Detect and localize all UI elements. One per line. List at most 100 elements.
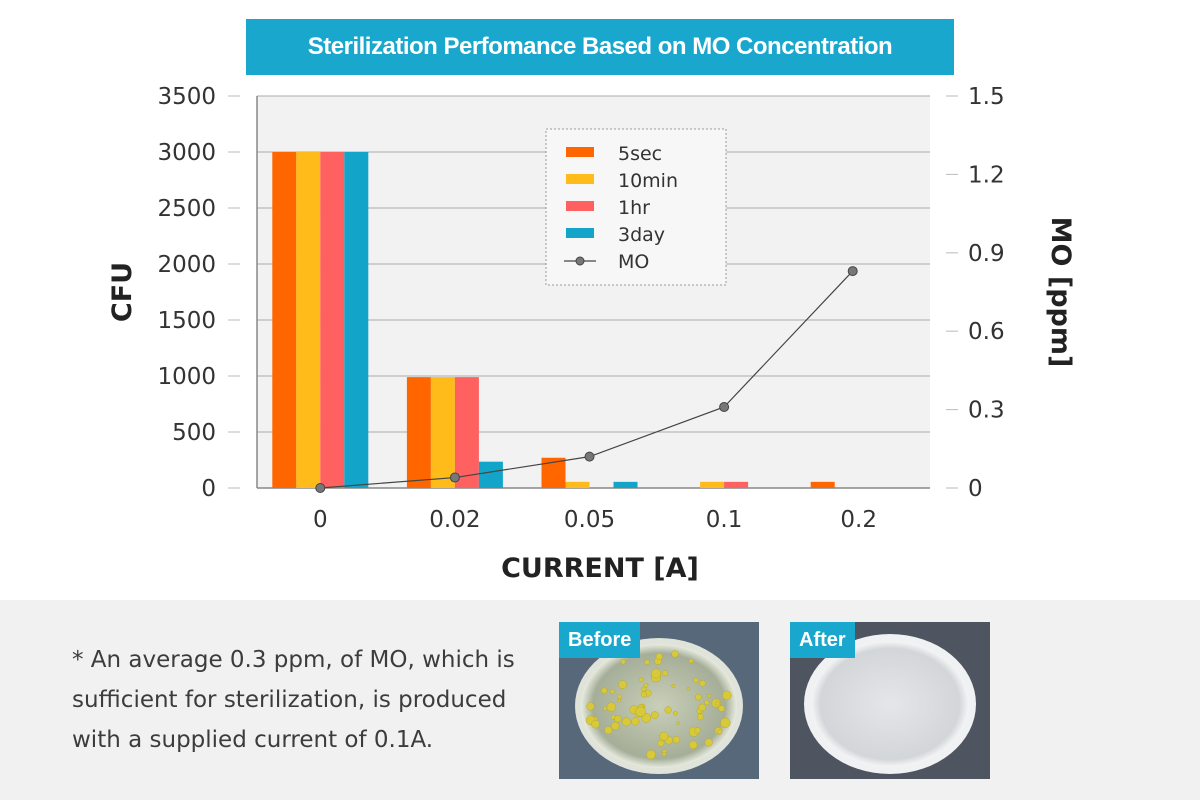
colony-dot [686, 686, 691, 691]
colony-dot [618, 680, 627, 690]
y-tick-label: 2000 [157, 252, 216, 278]
colony-dot [643, 682, 649, 688]
colony-dot [586, 702, 595, 711]
colony-dot [694, 727, 701, 734]
y2-axis-title: MO [ppm] [1045, 217, 1076, 368]
bar-10min [296, 152, 321, 488]
colony-dot [672, 710, 678, 716]
after-petri-dish-photo: After [790, 622, 990, 779]
y2-tick-label: 0.9 [968, 241, 1005, 267]
legend-swatch-1hr [566, 201, 594, 211]
colony-dot [707, 694, 711, 698]
x-axis-title: CURRENT [A] [501, 553, 699, 584]
y2-tick-label: 1.2 [968, 162, 1005, 188]
colony-dot [689, 740, 698, 750]
colony-dot [621, 717, 631, 727]
after-label: After [790, 622, 855, 658]
colony-dot [635, 706, 646, 717]
bar-1hr [320, 152, 345, 488]
colony-dot [722, 690, 732, 701]
colony-dot [603, 706, 608, 711]
colony-dot [640, 691, 648, 698]
colony-dot [662, 670, 669, 677]
colony-dot [651, 668, 662, 679]
bar-10min [700, 481, 725, 488]
mo-point [315, 483, 326, 493]
colony-dot [671, 650, 679, 658]
after-dish-image [804, 634, 976, 774]
y2-tick-label: 0.6 [968, 319, 1005, 345]
colony-dot [659, 731, 669, 741]
colony-dot [655, 652, 663, 660]
colony-dot [688, 658, 694, 664]
colony-dot [695, 693, 702, 701]
bar-5sec [272, 152, 297, 488]
y-tick-label: 1000 [157, 364, 216, 390]
before-dish-image [575, 638, 743, 774]
bar-5sec [406, 377, 431, 488]
colony-dot [617, 698, 622, 703]
colony-dot [610, 721, 620, 731]
colony-dot [606, 702, 617, 712]
legend-label-3day: 3day [618, 224, 665, 246]
colony-dot [661, 751, 667, 757]
before-label: Before [559, 622, 641, 658]
colony-dot [614, 715, 622, 723]
colony-dot [704, 700, 710, 706]
colony-dot [704, 738, 713, 747]
y2-tick-label: 1.5 [968, 84, 1005, 110]
colony-dot [699, 680, 706, 687]
bar-3day [344, 152, 369, 488]
legend-marker-MO [575, 256, 585, 266]
legend-label-MO: MO [618, 251, 649, 273]
y-axis-title: CFU [107, 262, 138, 322]
mo-point [584, 451, 595, 462]
legend-label-5sec: 5sec [618, 143, 662, 165]
y-tick-label: 3500 [157, 84, 216, 110]
chart-title: Sterilization Perfomance Based on MO Con… [246, 19, 954, 75]
y-tick-label: 500 [172, 420, 216, 446]
colony-dot [664, 706, 672, 714]
footnote: * An average 0.3 ppm, of MO, which is su… [72, 647, 515, 753]
legend-label-10min: 10min [618, 170, 678, 192]
colony-dot [604, 726, 613, 735]
colony-dot [676, 721, 680, 725]
colony-dot [646, 749, 656, 760]
bar-10min [565, 481, 590, 488]
colony-dot [718, 705, 725, 712]
colony-dot [591, 719, 600, 729]
bar-1hr [724, 481, 749, 488]
bar-3day [478, 461, 503, 488]
legend-label-1hr: 1hr [618, 197, 650, 219]
y2-tick-label: 0 [968, 476, 983, 502]
colony-dot [671, 684, 676, 688]
colony-dot [609, 689, 615, 694]
colony-dot [698, 703, 706, 712]
colony-dot [631, 717, 640, 726]
mo-point [847, 266, 858, 277]
colony-dot [720, 717, 731, 728]
colony-dot [697, 713, 704, 721]
colony-dot [620, 659, 626, 665]
colony-dot [715, 700, 720, 706]
legend-swatch-10min [566, 174, 594, 184]
x-tick-label: 0 [313, 507, 328, 533]
colony-dot [644, 659, 650, 665]
y2-tick-label: 0.3 [968, 398, 1005, 424]
x-tick-label: 0.2 [840, 507, 877, 533]
before-petri-dish-photo: Before [559, 622, 759, 779]
legend-swatch-3day [566, 228, 594, 238]
colony-dot [617, 694, 622, 699]
y-tick-label: 3000 [157, 140, 216, 166]
colony-dot [651, 711, 659, 719]
colony-dot [672, 735, 681, 744]
mo-point [719, 401, 730, 412]
colony-dot [657, 739, 665, 747]
bar-10min [430, 377, 455, 488]
colony-dot [693, 677, 699, 684]
bar-1hr [454, 377, 479, 488]
bar-5sec [810, 481, 835, 488]
colony-dot [717, 729, 723, 735]
legend: 5sec 10min 1hr 3day MO [545, 128, 727, 286]
colony-dot [638, 677, 644, 683]
